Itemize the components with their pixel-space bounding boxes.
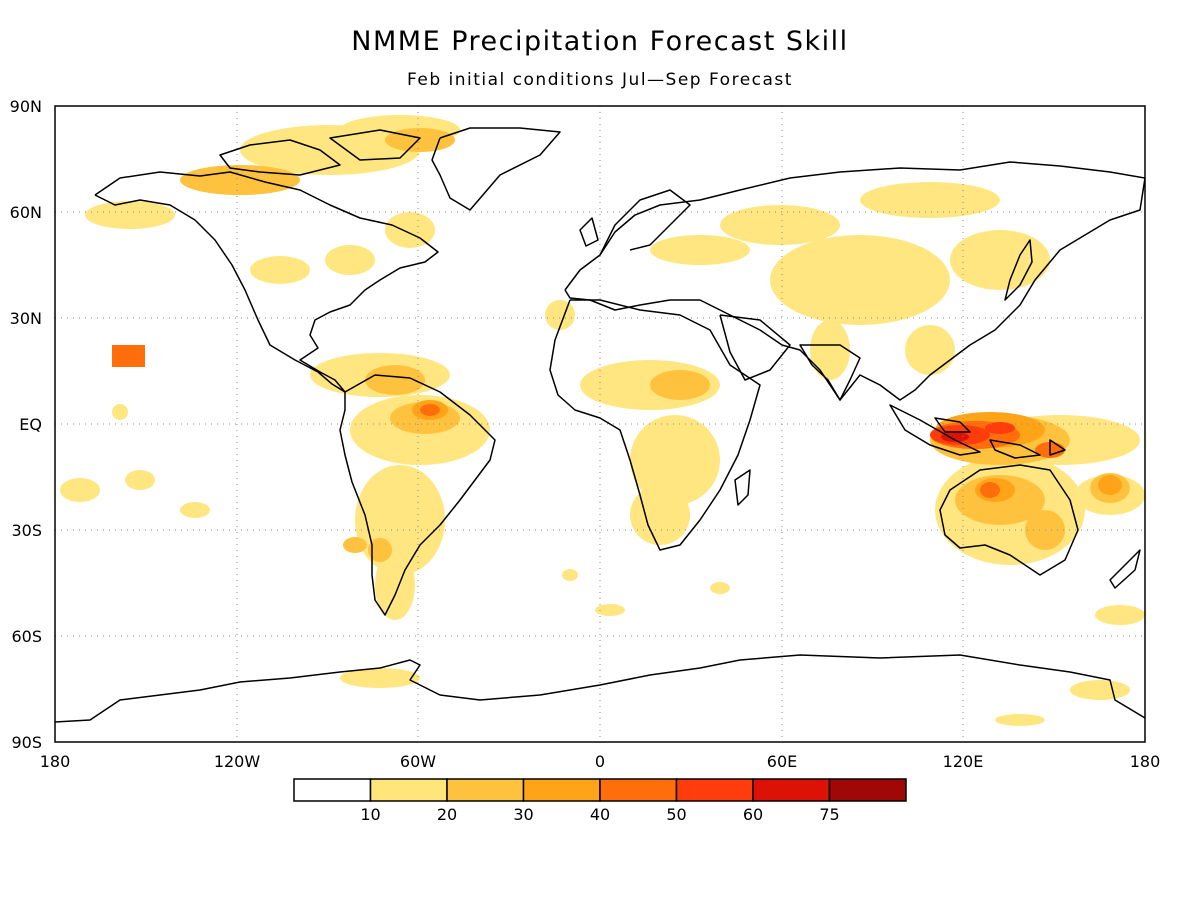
legend-label-10: 10 <box>360 805 380 824</box>
legend-swatch-0 <box>293 778 372 802</box>
south-america-coast <box>339 374 496 616</box>
map-title: NMME Precipitation Forecast Skill <box>351 26 849 57</box>
greenland-coast <box>431 127 561 211</box>
legend-swatch-5 <box>675 778 754 802</box>
legend-swatch-3 <box>522 778 601 802</box>
legend-swatch-6 <box>752 778 831 802</box>
lon-label-180e: 180 <box>1130 752 1161 771</box>
arabia-coast <box>719 314 791 381</box>
arctic-islands <box>219 129 421 176</box>
lat-label-60n: 60N <box>10 203 42 222</box>
legend-label-75: 75 <box>819 805 839 824</box>
lon-label-60e: 60E <box>767 752 797 771</box>
legend-label-30: 30 <box>513 805 533 824</box>
lat-label-eq: EQ <box>19 415 42 434</box>
map-frame <box>54 105 1146 743</box>
madagascar-coast <box>734 469 751 506</box>
legend-label-20: 20 <box>437 805 457 824</box>
maritime-islands <box>889 404 1066 459</box>
lat-label-30n: 30N <box>10 309 42 328</box>
lat-label-90s: 90S <box>11 733 42 752</box>
japan-coast <box>1004 239 1033 301</box>
lon-label-0: 0 <box>595 752 605 771</box>
lat-axis: 90N 60N 30N EQ 30S 60S 90S <box>10 97 42 752</box>
legend-swatch-2 <box>446 778 525 802</box>
legend-label-60: 60 <box>743 805 763 824</box>
lon-label-120w: 120W <box>214 752 261 771</box>
legend-label-40: 40 <box>590 805 610 824</box>
lon-label-180w: 180 <box>40 752 71 771</box>
lon-label-120e: 120E <box>943 752 984 771</box>
legend: 10 20 30 40 50 60 75 <box>293 778 907 824</box>
legend-swatch-1 <box>369 778 448 802</box>
lat-label-30s: 30S <box>11 521 42 540</box>
new-zealand-coast <box>1109 549 1141 589</box>
legend-swatch-4 <box>599 778 678 802</box>
legend-swatch-7 <box>828 778 907 802</box>
australia-coast <box>939 464 1079 576</box>
lat-label-90n: 90N <box>10 97 42 116</box>
india-coast <box>799 344 861 401</box>
legend-label-50: 50 <box>666 805 686 824</box>
europe-asia-coast <box>564 161 1145 401</box>
skill-shading <box>60 115 1145 726</box>
uk-coast <box>579 217 599 247</box>
lat-label-60s: 60S <box>11 627 42 646</box>
scandinavia-coast <box>599 189 691 256</box>
coastlines <box>55 127 1145 723</box>
africa-coast <box>549 299 761 551</box>
antarctica-coast <box>55 654 1145 723</box>
lon-axis: 180 120W 60W 0 60E 120E 180 <box>40 752 1161 771</box>
map-subtitle: Feb initial conditions Jul—Sep Forecast <box>407 70 793 90</box>
north-america-coast <box>94 171 439 393</box>
lon-label-60w: 60W <box>400 752 436 771</box>
